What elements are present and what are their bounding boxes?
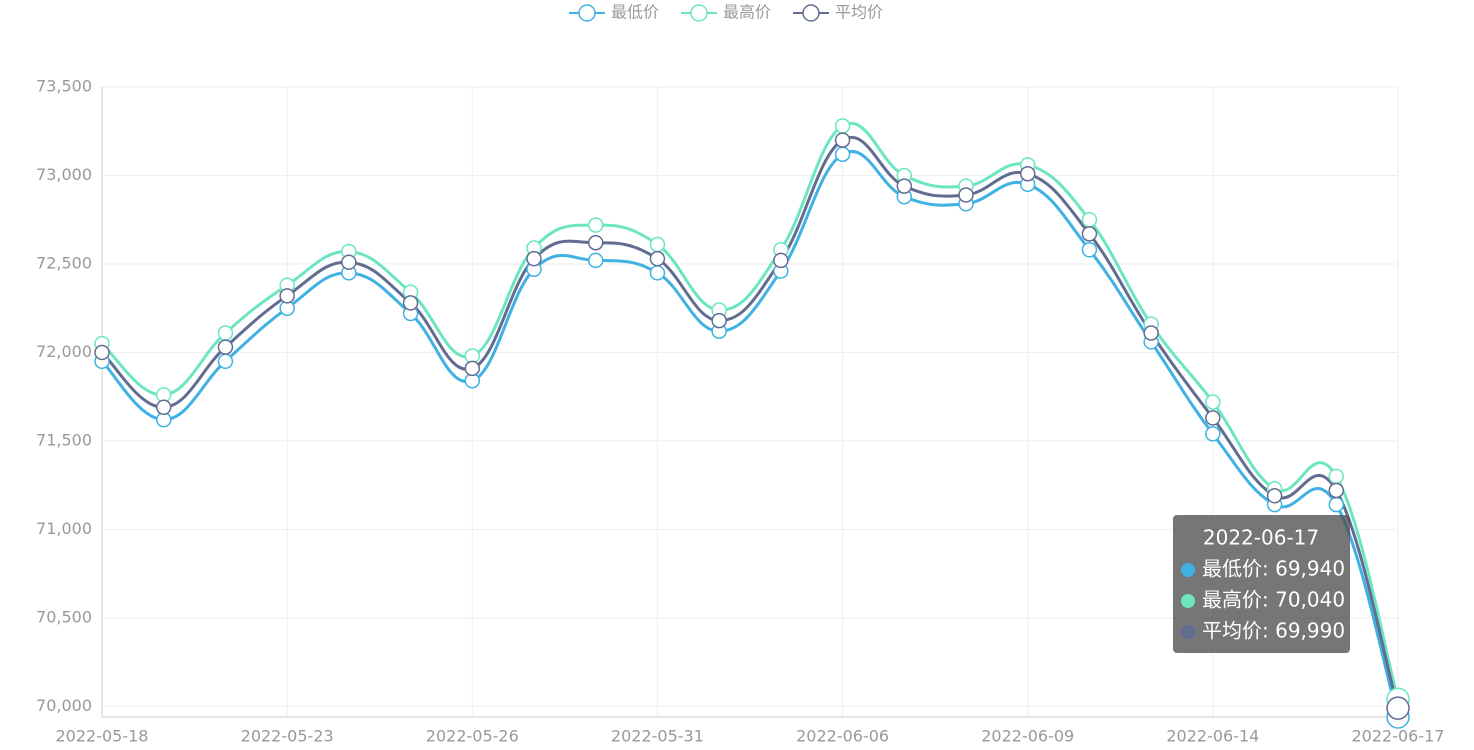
point bbox=[649, 236, 666, 253]
point bbox=[834, 132, 851, 148]
legend-symbol bbox=[802, 4, 820, 22]
point bbox=[1019, 165, 1036, 182]
tooltip-dot bbox=[1181, 563, 1195, 577]
point bbox=[279, 288, 295, 304]
point bbox=[526, 250, 542, 267]
tooltip-dot bbox=[1181, 594, 1195, 608]
point bbox=[587, 217, 604, 233]
point bbox=[217, 325, 234, 341]
legend-label: 最高价 bbox=[723, 3, 771, 22]
point bbox=[1205, 394, 1221, 410]
x-tick-label: 2022-05-26 bbox=[426, 727, 519, 746]
point bbox=[649, 250, 666, 267]
point bbox=[958, 187, 974, 203]
point bbox=[341, 254, 357, 270]
point bbox=[711, 312, 727, 329]
y-tick-label: 71,000 bbox=[36, 519, 92, 538]
point bbox=[1081, 226, 1098, 242]
point bbox=[1205, 410, 1221, 426]
tooltip-box bbox=[1173, 515, 1350, 653]
tooltip-dot bbox=[1181, 625, 1195, 639]
legend-item[interactable]: 最低价 bbox=[569, 3, 659, 22]
legend-symbol bbox=[578, 4, 596, 22]
y-tick-label: 70,000 bbox=[36, 696, 92, 715]
point bbox=[217, 339, 234, 355]
tooltip-row: 最高价: 70,040 bbox=[1202, 588, 1345, 612]
tooltip-title: 2022-06-17 bbox=[1203, 526, 1319, 550]
point bbox=[1328, 468, 1345, 485]
point bbox=[587, 252, 604, 269]
point bbox=[1205, 426, 1221, 442]
point bbox=[155, 399, 172, 416]
x-tick-label: 2022-06-06 bbox=[796, 727, 889, 746]
y-tick-label: 72,000 bbox=[36, 342, 92, 361]
legend-item[interactable]: 最高价 bbox=[681, 3, 771, 22]
point bbox=[1081, 211, 1098, 228]
point bbox=[1386, 696, 1410, 720]
x-tick-label: 2022-06-09 bbox=[981, 727, 1074, 746]
point bbox=[773, 252, 789, 269]
tooltip: 2022-06-17 最低价: 69,940 最高价: 70,040 平均价: 69,… bbox=[1173, 515, 1350, 653]
point bbox=[1328, 482, 1345, 499]
tooltip-row: 最低价: 69,940 bbox=[1202, 557, 1345, 581]
point bbox=[1328, 496, 1345, 513]
y-tick-label: 72,500 bbox=[36, 253, 92, 272]
tooltip-row: 平均价: 69,990 bbox=[1202, 619, 1345, 643]
y-tick-label: 73,000 bbox=[36, 165, 92, 184]
y-tick-label: 71,500 bbox=[36, 430, 92, 449]
point bbox=[1266, 488, 1283, 504]
point bbox=[587, 234, 604, 251]
point bbox=[217, 353, 234, 370]
legend-item[interactable]: 平均价 bbox=[793, 3, 883, 22]
x-tick-label: 2022-05-31 bbox=[611, 727, 704, 746]
point bbox=[896, 178, 913, 194]
point bbox=[1081, 242, 1098, 258]
point bbox=[1143, 325, 1159, 341]
legend-label: 平均价 bbox=[835, 3, 883, 22]
x-tick-label: 2022-06-14 bbox=[1166, 727, 1259, 746]
point bbox=[649, 265, 666, 281]
x-tick-label: 2022-06-17 bbox=[1352, 727, 1445, 746]
point bbox=[464, 360, 481, 377]
point bbox=[402, 295, 419, 311]
x-tick-label: 2022-05-18 bbox=[56, 727, 149, 746]
point bbox=[834, 146, 851, 162]
grid bbox=[101, 86, 1399, 717]
point bbox=[94, 344, 110, 361]
y-tick-label: 70,500 bbox=[36, 607, 92, 626]
x-tick-label: 2022-05-23 bbox=[241, 727, 334, 746]
y-tick-label: 73,500 bbox=[36, 77, 92, 96]
legend-label: 最低价 bbox=[611, 3, 659, 22]
legend-symbol bbox=[690, 4, 708, 22]
point bbox=[834, 118, 851, 134]
